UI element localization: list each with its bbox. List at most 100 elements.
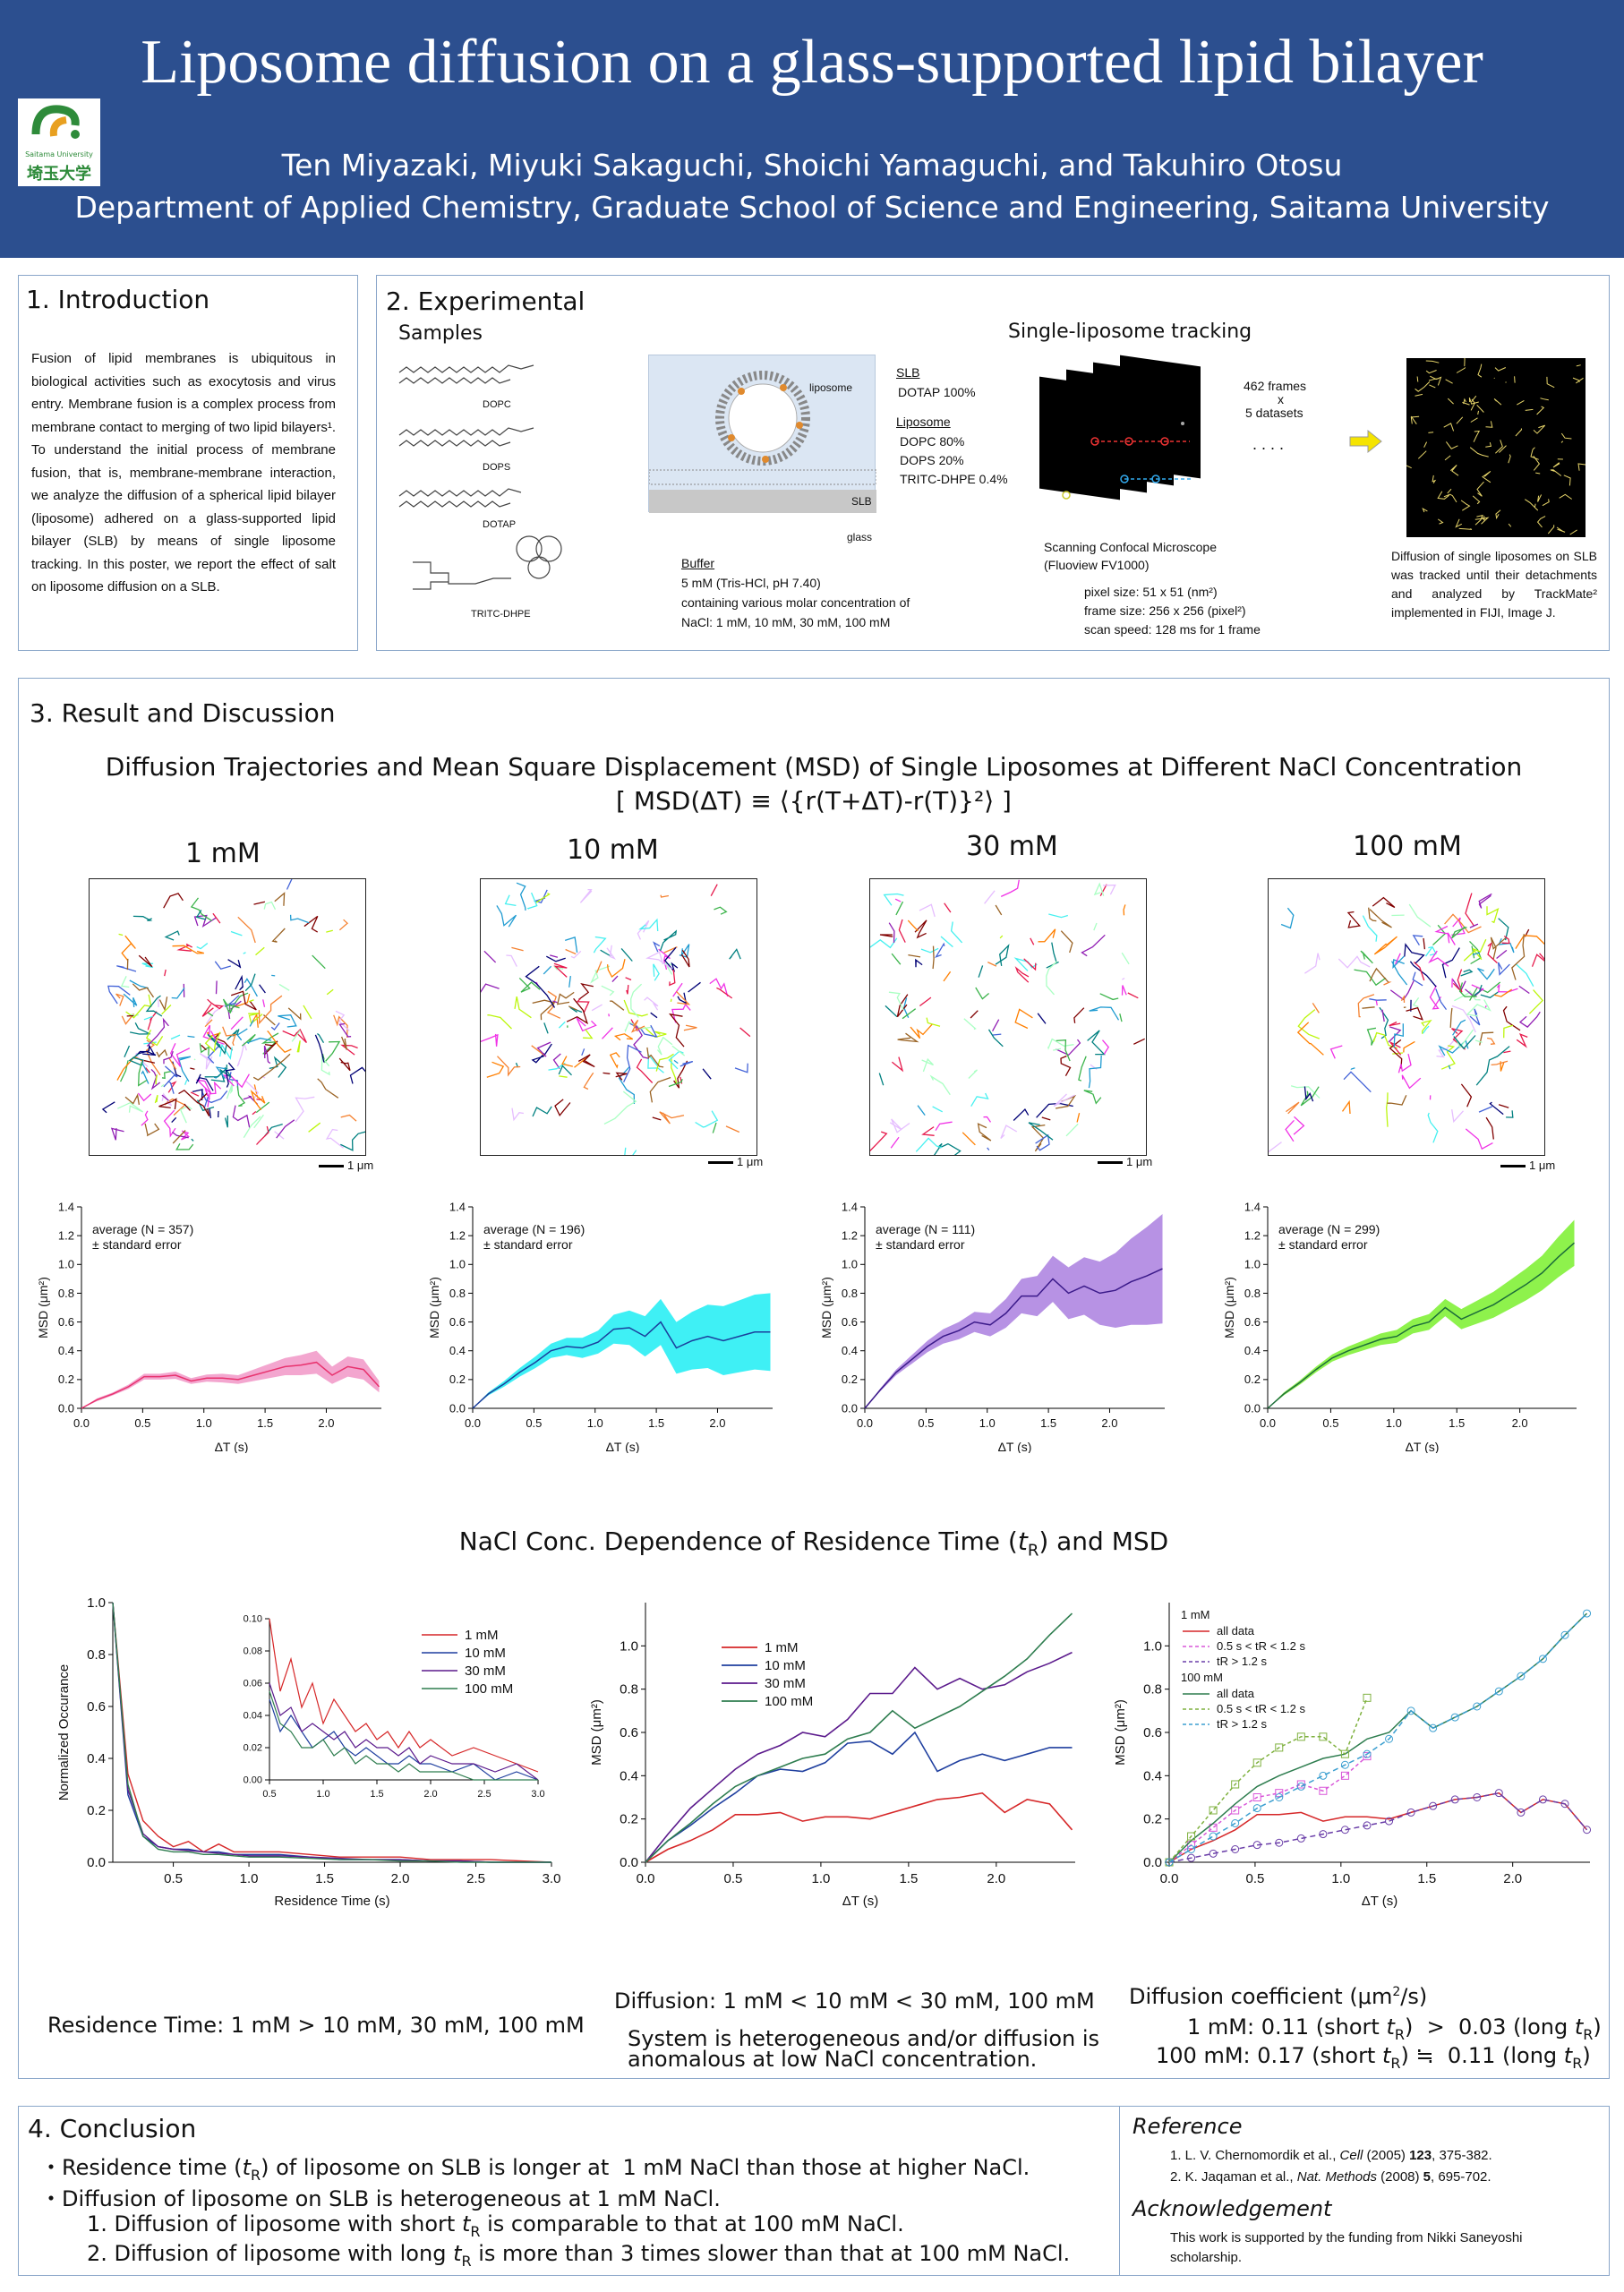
- trajectory-track: [683, 1024, 697, 1031]
- trajectory-track: [1391, 961, 1408, 986]
- trajectory-track: [620, 947, 633, 962]
- trajectory-track: [286, 879, 293, 890]
- legend-group-100mM: 100 mM: [1181, 1671, 1223, 1684]
- trajectory-track: [230, 990, 257, 1011]
- data-marker: [1450, 1713, 1459, 1722]
- trajectory-track: [914, 919, 927, 939]
- trajectory-track: [218, 1043, 233, 1060]
- trajectory-track: [714, 906, 728, 915]
- tracked-trajectory: [1563, 475, 1571, 486]
- tracked-trajectory: [1470, 398, 1475, 411]
- tracked-trajectory: [1572, 377, 1580, 383]
- trajectory-track: [1065, 1123, 1079, 1137]
- residence-series-line: [112, 1602, 552, 1863]
- caption-residence: Residence Time: 1 mM > 10 mM, 30 mM, 100…: [47, 2013, 585, 2038]
- trajectory-track: [943, 971, 952, 982]
- y-axis-label: MSD (μm²): [1222, 1277, 1236, 1338]
- trajectory-track: [896, 994, 909, 1018]
- trajectory-track: [1073, 1007, 1085, 1023]
- trajectory-track: [1496, 949, 1508, 960]
- trajectory-track: [1360, 950, 1373, 964]
- trajectory-track: [143, 1059, 156, 1064]
- legend-average: average (N = 357): [92, 1222, 193, 1236]
- trajectory-track: [196, 1079, 212, 1095]
- trajectory-track: [1030, 937, 1035, 945]
- trajectory-track: [121, 935, 136, 962]
- trajectory-track: [483, 950, 497, 963]
- trajectory-track: [672, 982, 683, 997]
- trajectory-track: [252, 1053, 291, 1081]
- msd-tr-series-line: [1168, 1792, 1588, 1863]
- trajectory-track: [1293, 1116, 1305, 1135]
- y-tick-label: 0.8: [58, 1287, 74, 1300]
- trajectory-track: [671, 1045, 686, 1056]
- trajectory-track: [633, 1025, 649, 1059]
- trajectory-track: [196, 942, 209, 950]
- trajectory-track: [241, 1033, 256, 1047]
- y-tick-label: 0.8: [842, 1287, 858, 1300]
- y-axis-label: MSD (μm²): [589, 1699, 604, 1766]
- trajectory-track: [1474, 1039, 1483, 1043]
- data-marker: [1363, 1821, 1372, 1830]
- trajectory-track: [1121, 952, 1130, 965]
- results-heading: 3. Result and Discussion: [30, 698, 336, 728]
- trajectory-track: [1463, 950, 1476, 962]
- trajectory-track: [566, 997, 589, 1025]
- x-tick-label: 1.5: [1449, 1416, 1465, 1430]
- trajectory-track: [1440, 1045, 1456, 1070]
- lipid-label-dotap: DOTAP: [483, 519, 517, 530]
- x-tick-label: 0.0: [857, 1416, 873, 1430]
- trajectory-track: [278, 1014, 297, 1028]
- x-tick-label: 1.0: [316, 1789, 329, 1800]
- trajectory-track: [340, 1036, 347, 1050]
- trajectory-track: [552, 1053, 561, 1069]
- tracked-trajectory: [1471, 395, 1477, 403]
- tracked-trajectory: [1438, 518, 1444, 525]
- x-tick-label: 2.0: [391, 1871, 410, 1886]
- trajectory-track: [138, 954, 153, 968]
- trajectory-track: [963, 1018, 977, 1031]
- trajectory-track: [1472, 952, 1481, 956]
- x-tick-label: 2.0: [1101, 1416, 1117, 1430]
- schematic-glass-label: glass: [847, 531, 873, 543]
- legend-standard-error: ± standard error: [876, 1237, 965, 1252]
- data-marker: [1275, 1838, 1284, 1847]
- data-marker: [1494, 1687, 1503, 1696]
- trajectory-track: [611, 975, 619, 983]
- trajectory-track: [326, 929, 333, 933]
- trajectory-track: [1498, 918, 1509, 941]
- conclusion-line-2: ・Diffusion of liposome on SLB is heterog…: [40, 2186, 721, 2211]
- trajectory-track: [561, 1056, 573, 1067]
- tracked-trajectory: [1415, 381, 1431, 392]
- trajectory-track: [688, 981, 701, 993]
- trajectory-track: [101, 1101, 115, 1114]
- affiliation: Department of Applied Chemistry, Graduat…: [74, 190, 1550, 225]
- trajectory-track: [1123, 904, 1126, 916]
- tracked-trajectory: [1470, 417, 1478, 423]
- trajectory-track: [1458, 982, 1477, 997]
- trajectory-track: [230, 1016, 244, 1031]
- trajectory-track: [1448, 1065, 1451, 1070]
- tracked-trajectory: [1508, 454, 1511, 464]
- trajectory-track: [116, 965, 137, 972]
- trajectory-track: [525, 965, 556, 1008]
- data-marker: [1538, 1655, 1547, 1663]
- standard-error-band: [865, 1214, 1163, 1408]
- trajectory-track: [647, 1053, 664, 1073]
- trajectory-track: [1480, 991, 1499, 999]
- trajectory-track: [514, 996, 532, 1019]
- trajectory-track: [278, 983, 290, 991]
- legend-label: tR > 1.2 s: [1217, 1655, 1267, 1668]
- caption-heterogeneous-1: System is heterogeneous and/or diffusion…: [628, 2026, 1100, 2051]
- trajectory-track: [917, 1105, 926, 1116]
- trajectory-track: [146, 1017, 169, 1048]
- trajectory-track: [1487, 941, 1498, 964]
- trajectory-track: [1060, 930, 1073, 954]
- x-tick-label: 2.0: [709, 1416, 725, 1430]
- conc-label-100: 100 mM: [1353, 831, 1462, 862]
- results-title-2: NaCl Conc. Dependence of Residence Time …: [458, 1527, 1169, 1561]
- trajectory-track: [1078, 1056, 1087, 1082]
- trajectory-track: [237, 916, 256, 944]
- trajectory-track: [1469, 940, 1482, 965]
- data-marker: [1275, 1743, 1284, 1752]
